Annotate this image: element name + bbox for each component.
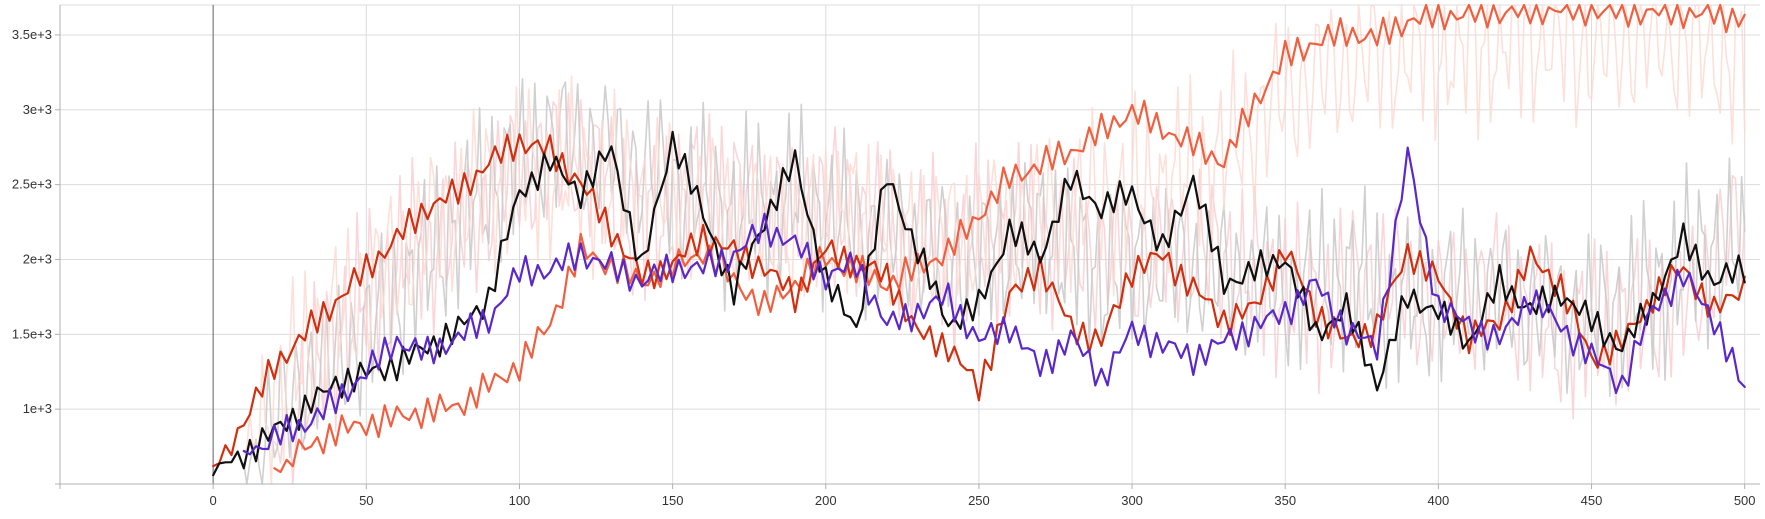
- x-tick-label: 300: [1121, 493, 1143, 508]
- x-tick-label: 400: [1428, 493, 1450, 508]
- y-tick-label: 3e+3: [23, 102, 52, 117]
- series-line-3: [243, 4, 1746, 485]
- y-tick-label: 1.5e+3: [12, 326, 52, 341]
- series-line-7: [242, 146, 1746, 456]
- x-tick-label: 100: [509, 493, 531, 508]
- y-tick-label: 1e+3: [23, 401, 52, 416]
- series-layer: [212, 3, 1746, 485]
- x-tick-label: 450: [1581, 493, 1603, 508]
- x-tick-label: 500: [1734, 493, 1756, 508]
- x-tick-label: 350: [1274, 493, 1296, 508]
- x-tick-label: 250: [968, 493, 990, 508]
- x-tick-label: 0: [210, 493, 217, 508]
- y-tick-label: 2.5e+3: [12, 177, 52, 192]
- series-line-2: [243, 78, 1746, 485]
- axis-layer: [55, 5, 1760, 489]
- x-tick-label: 150: [662, 493, 684, 508]
- y-tick-label: 3.5e+3: [12, 27, 52, 42]
- series-line-5: [212, 133, 1746, 468]
- x-tick-label: 50: [359, 493, 373, 508]
- x-tick-label: 200: [815, 493, 837, 508]
- y-tick-label: 2e+3: [23, 251, 52, 266]
- tick-label-layer: 1e+3 1.5e+3 2e+3 2.5e+3 3e+3 3.5e+3 0 50 100 150 2…: [12, 27, 1756, 508]
- series-line-4: [273, 3, 1746, 474]
